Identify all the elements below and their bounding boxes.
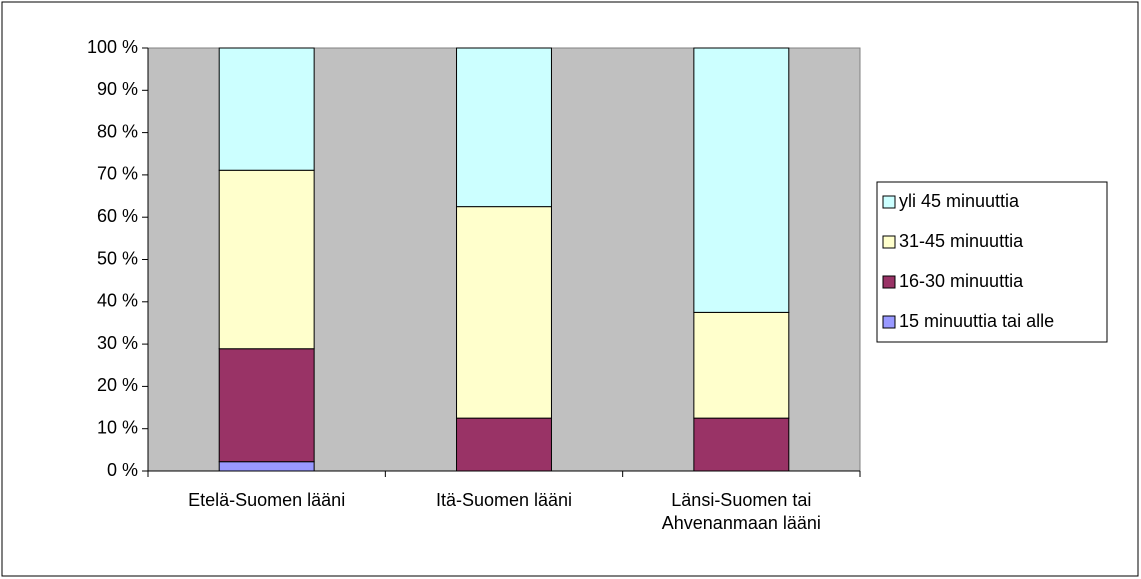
- bar-segment: [456, 417, 552, 472]
- y-tick-label: 60 %: [97, 206, 138, 226]
- legend-swatch: [882, 195, 896, 209]
- bar-segment: [218, 47, 315, 171]
- legend-box: [876, 181, 1108, 343]
- x-tick-label: Länsi-Suomen tai Ahvenanmaan lääni: [661, 490, 821, 533]
- bar-segment: [218, 461, 315, 472]
- x-tick-label: Etelä-Suomen lääni: [188, 490, 346, 510]
- legend-label: 31-45 minuuttia: [899, 231, 1024, 251]
- y-tick-label: 30 %: [97, 333, 138, 353]
- y-tick-label: 40 %: [97, 291, 138, 311]
- x-tick-label: Itä-Suomen lääni: [435, 490, 573, 510]
- y-tick-label: 80 %: [97, 121, 138, 141]
- legend-swatch: [882, 315, 896, 329]
- y-tick-label: 90 %: [97, 79, 138, 99]
- y-tick-label: 0 %: [107, 460, 138, 480]
- y-tick-label: 10 %: [97, 417, 138, 437]
- bar-segment: [693, 417, 790, 472]
- legend-label: 16-30 minuuttia: [899, 271, 1024, 291]
- y-tick-label: 70 %: [97, 164, 138, 184]
- bar-segment: [218, 169, 315, 350]
- legend-label: yli 45 minuuttia: [899, 191, 1020, 211]
- bar-segment: [456, 47, 552, 208]
- y-tick-label: 20 %: [97, 375, 138, 395]
- bar-segment: [456, 206, 552, 419]
- y-tick-label: 100 %: [87, 37, 138, 57]
- legend-swatch: [882, 275, 896, 289]
- bar-segment: [693, 311, 790, 419]
- bar-segment: [693, 47, 790, 313]
- legend-swatch: [882, 235, 896, 249]
- y-tick-label: 50 %: [97, 248, 138, 268]
- bar-segment: [218, 348, 315, 463]
- legend-label: 15 minuuttia tai alle: [899, 311, 1054, 331]
